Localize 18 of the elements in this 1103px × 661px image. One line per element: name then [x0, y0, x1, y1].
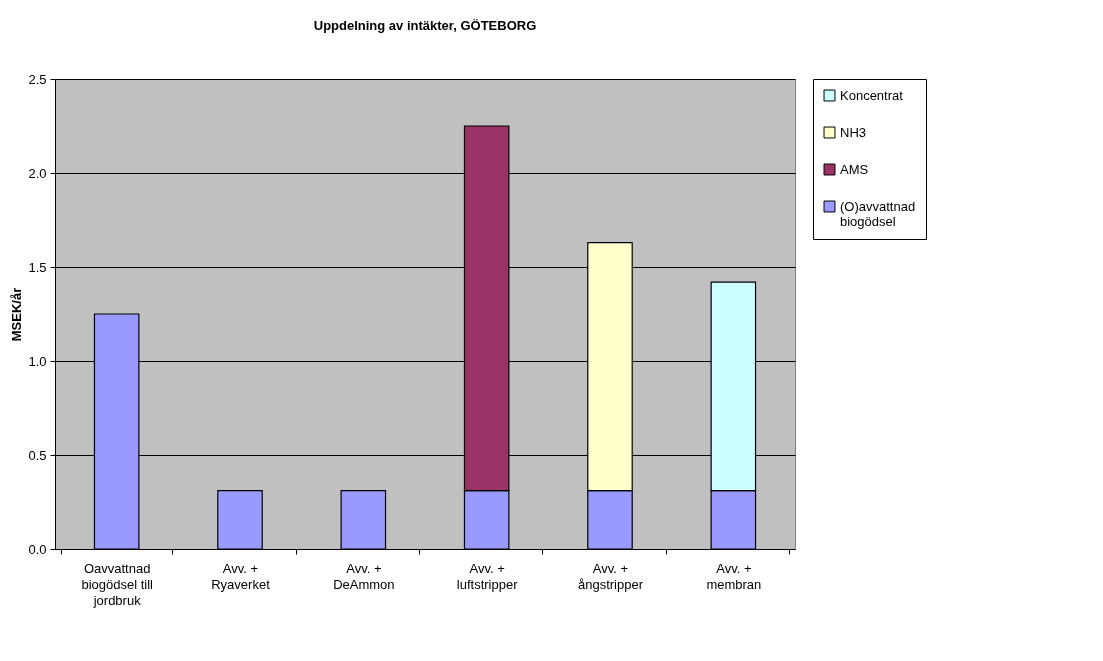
- chart-title: Uppdelning av intäkter, GÖTEBORG: [313, 18, 537, 33]
- x-tick-label: Avv. + ångstripper: [577, 560, 644, 592]
- y-tick-label: 1.0: [28, 353, 47, 369]
- legend-label: (O)avvattnad biogödsel: [840, 198, 916, 229]
- y-tick-label: 2.5: [28, 71, 47, 87]
- y-tick-label: 0.0: [28, 541, 47, 557]
- legend-label: NH3: [840, 124, 867, 140]
- x-tick-label: Avv. + membran: [706, 560, 762, 592]
- x-tick-label: Avv. + luftstripper: [456, 560, 519, 592]
- y-axis-title: MSEK/år: [9, 287, 25, 342]
- x-tick-label: Avv. + Ryaverket: [211, 560, 271, 592]
- x-tick-label: Avv. + DeAmmon: [333, 560, 395, 592]
- y-tick-label: 1.5: [28, 259, 47, 275]
- legend-label: Koncentrat: [840, 87, 904, 103]
- x-tick-label: Oavvattnad biogödsel till jordbruk: [81, 560, 154, 608]
- y-tick-label: 2.0: [28, 165, 47, 181]
- y-tick-label: 0.5: [28, 447, 47, 463]
- legend-label: AMS: [840, 161, 869, 177]
